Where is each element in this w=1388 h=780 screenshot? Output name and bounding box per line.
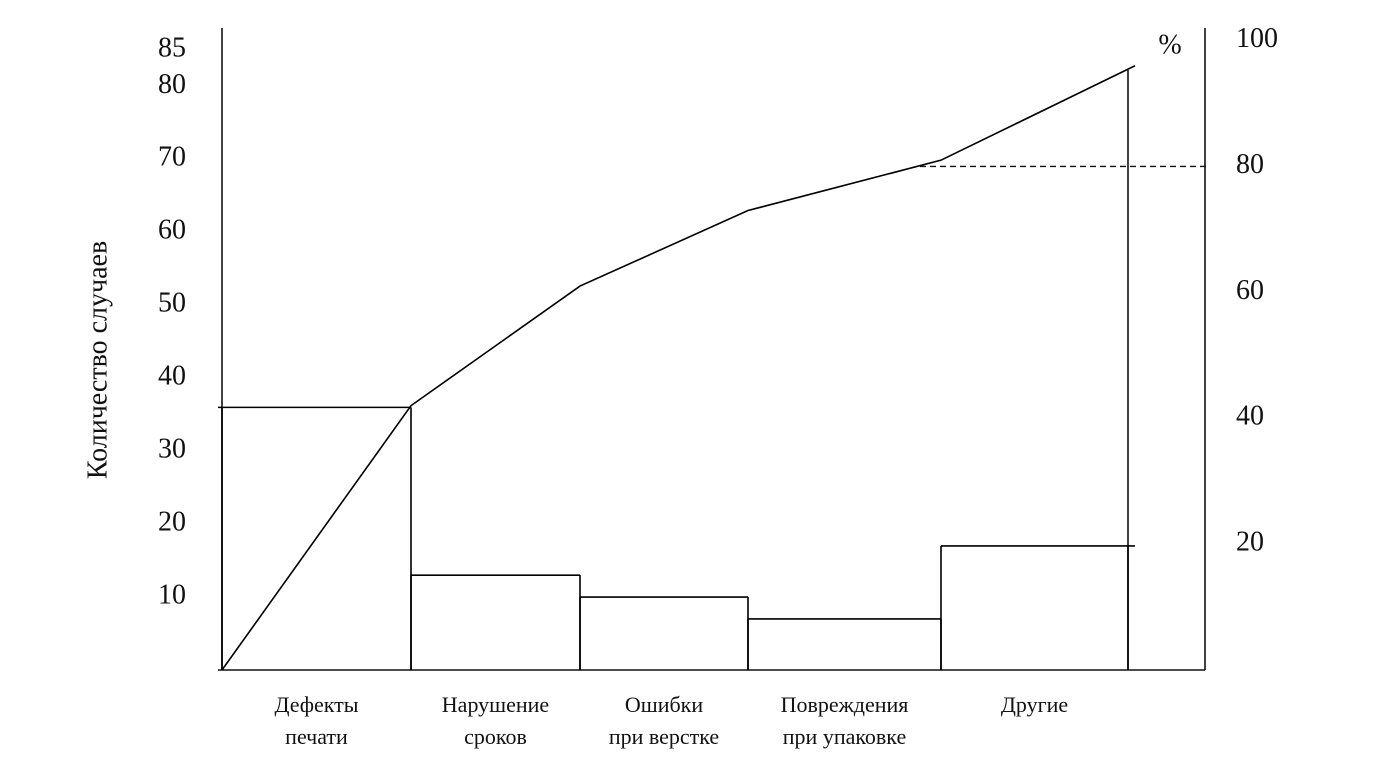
- bar: [940, 545, 1135, 670]
- bar: [410, 574, 581, 670]
- y2-tick-label: 80: [1236, 149, 1264, 180]
- y-tick-label: 40: [158, 361, 186, 392]
- y-tick-label: 85: [158, 32, 186, 63]
- y2-tick-label: 40: [1236, 401, 1264, 432]
- y-tick-label: 70: [158, 142, 186, 173]
- y-tick-label: 60: [158, 215, 186, 246]
- x-tick-label: Дефекты печати: [274, 692, 358, 749]
- y-tick-label: 80: [158, 69, 186, 100]
- y2-tick-label: 20: [1236, 527, 1264, 558]
- y-tick-label: 30: [158, 434, 186, 465]
- bar: [579, 596, 749, 670]
- y2-axis-title: %: [1158, 29, 1181, 60]
- y-tick-label: 20: [158, 507, 186, 538]
- bar: [747, 618, 942, 670]
- y-tick-label: 50: [158, 288, 186, 319]
- x-tick-label: Ошибки при верстке: [609, 692, 719, 749]
- y-axis-title: Количество случаев: [82, 241, 113, 479]
- y-tick-label: 10: [158, 579, 186, 610]
- y2-tick-label: 100: [1236, 23, 1278, 54]
- x-tick-label: Другие: [1001, 692, 1068, 717]
- cumulative-line: [221, 65, 1136, 671]
- x-tick-label: Нарушение сроков: [442, 692, 549, 749]
- x-tick-label: Повреждения при упаковке: [781, 692, 909, 749]
- y2-tick-label: 60: [1236, 275, 1264, 306]
